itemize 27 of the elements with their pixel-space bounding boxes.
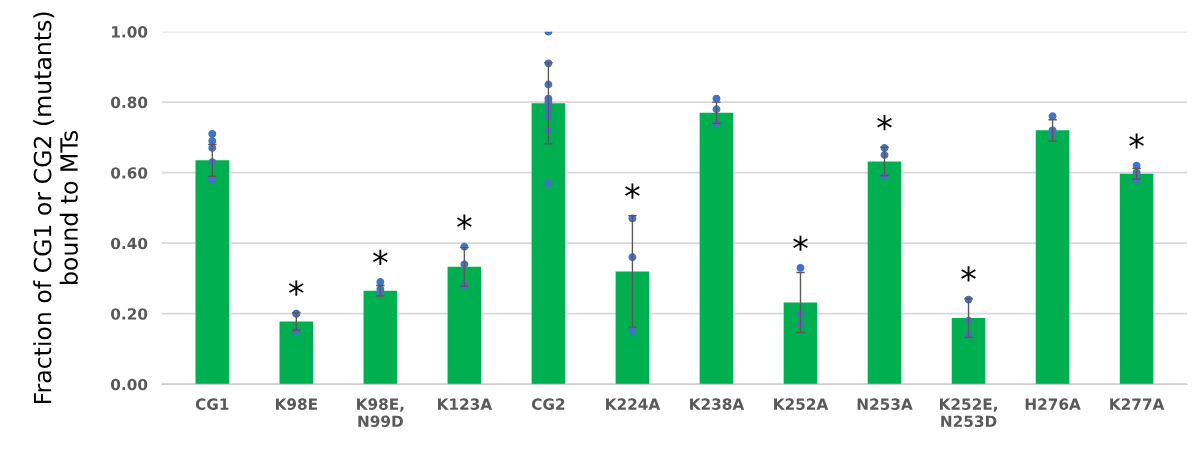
annotation: *	[288, 280, 304, 296]
annotation: *	[457, 214, 472, 230]
x-tick-label: N253A	[857, 398, 913, 410]
y-tick-label: 0.20	[111, 308, 148, 320]
annotation: *	[625, 183, 640, 199]
y-tick-label: 0.60	[111, 167, 148, 179]
x-tick-label: K98E, N99D	[357, 398, 404, 428]
x-tick-label: K252A	[774, 398, 829, 410]
x-tick-label: K252E, N253D	[939, 398, 997, 428]
x-tick-label: K224A	[606, 398, 661, 410]
x-tick-label: K123A	[437, 398, 493, 410]
y-tick-label: 0.80	[111, 96, 148, 109]
y-axis-title: Fraction of CG1 or CG2 (mutants) bound to MTs	[33, 12, 78, 404]
y-tick-label: 0.00	[111, 378, 148, 391]
annotation: *	[793, 235, 808, 251]
annotation: *	[373, 249, 388, 265]
annotation: *	[1129, 133, 1144, 149]
x-tick-label: H276A	[1025, 398, 1081, 410]
y-tick-label: 0.40	[111, 237, 148, 250]
x-tick-label: CG1	[195, 398, 229, 410]
x-tick-label: CG2	[531, 398, 565, 410]
x-tick-label: K98E	[275, 398, 317, 410]
x-tick-label: K277A	[1110, 398, 1165, 410]
annotation: *	[877, 115, 892, 131]
x-tick-label: K238A	[690, 398, 745, 410]
annotation: *	[961, 266, 976, 282]
y-tick-label: 1.00	[112, 26, 148, 38]
